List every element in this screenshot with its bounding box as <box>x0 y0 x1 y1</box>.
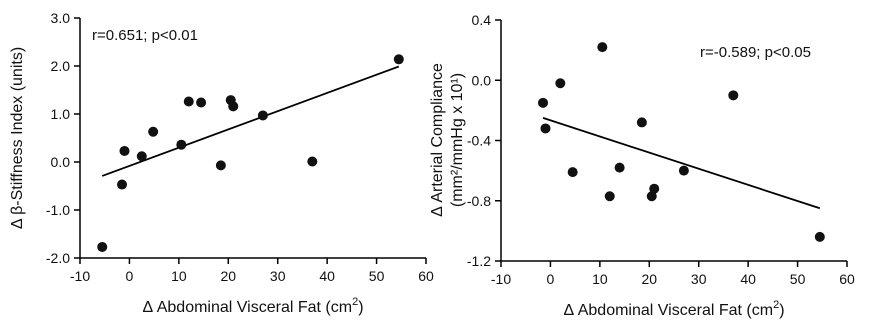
left-y-tick-label: -1.0 <box>46 202 70 218</box>
right-x-tick-label: 40 <box>740 271 756 287</box>
left-y-tick-label: 3.0 <box>51 10 71 26</box>
left-data-point <box>393 54 404 65</box>
right-y-axis-title-line2: (mm²/mmHg x 10¹) <box>449 73 466 207</box>
right-data-point <box>538 97 549 108</box>
left-chart: -2.0 -1.0 0.0 1.0 2.0 3.0 -10 0 10 20 30 40 50 60 r=… <box>9 10 434 316</box>
left-data-point <box>307 156 318 167</box>
right-data-point <box>814 231 825 242</box>
left-y-ticks: -2.0 -1.0 0.0 1.0 2.0 3.0 <box>46 10 80 266</box>
left-data-point <box>148 126 159 137</box>
left-data-point <box>119 145 130 156</box>
left-data-point <box>228 101 239 112</box>
right-y-tick-label: -0.8 <box>467 193 491 209</box>
left-y-tick-label: 2.0 <box>51 58 71 74</box>
left-data-point <box>215 160 226 171</box>
left-x-tick-label: 30 <box>270 268 286 284</box>
left-x-tick-label: 50 <box>369 268 385 284</box>
left-x-tick-label: 0 <box>126 268 134 284</box>
right-x-tick-label: 60 <box>839 271 855 287</box>
left-y-axis-title: Δ β-Stiffness Index (units) <box>9 47 26 229</box>
right-x-tick-label: 0 <box>547 271 555 287</box>
right-data-point <box>649 183 660 194</box>
right-data-points <box>538 42 825 242</box>
left-regression-line <box>101 65 400 177</box>
left-x-tick-label: 10 <box>171 268 187 284</box>
right-y-tick-label: 0.0 <box>472 72 492 88</box>
left-data-point <box>257 110 268 121</box>
left-data-point <box>183 96 194 107</box>
right-chart: -1.2 -0.8 -0.4 0.0 0.4 -10 0 10 20 30 40 50 60 r=-0… <box>429 12 855 319</box>
left-x-tick-label: -10 <box>70 268 90 284</box>
right-data-point <box>567 167 578 178</box>
left-data-point <box>176 139 187 150</box>
right-x-axis-title: Δ Abdominal Visceral Fat (cm2) <box>563 299 784 319</box>
right-data-point <box>604 191 615 202</box>
right-x-tick-label: 30 <box>691 271 707 287</box>
right-data-point <box>555 78 566 89</box>
right-x-ticks: -10 0 10 20 30 40 50 60 <box>491 261 855 287</box>
right-y-tick-label: -0.4 <box>467 133 491 149</box>
left-data-point <box>117 179 128 190</box>
right-data-point <box>728 90 739 101</box>
left-y-tick-label: -2.0 <box>46 250 70 266</box>
right-data-point <box>636 117 647 128</box>
right-y-axis-title-line1: Δ Arterial Compliance <box>429 63 446 217</box>
right-y-tick-label: -1.2 <box>467 253 491 269</box>
right-data-point <box>540 123 551 134</box>
right-regression-line <box>542 117 821 210</box>
right-y-tick-label: 0.4 <box>472 12 492 28</box>
left-x-axis-title: Δ Abdominal Visceral Fat (cm2) <box>142 296 363 316</box>
right-data-point <box>597 42 608 53</box>
left-data-points <box>97 54 404 252</box>
right-y-ticks: -1.2 -0.8 -0.4 0.0 0.4 <box>467 12 501 269</box>
right-data-point <box>614 162 625 173</box>
left-x-ticks: -10 0 10 20 30 40 50 60 <box>70 258 434 284</box>
left-data-point <box>97 241 108 252</box>
right-x-tick-label: 20 <box>641 271 657 287</box>
left-y-tick-label: 1.0 <box>51 106 71 122</box>
right-data-point <box>678 165 689 176</box>
right-data-point <box>646 191 657 202</box>
left-x-tick-label: 40 <box>319 268 335 284</box>
left-x-tick-label: 60 <box>418 268 434 284</box>
right-x-tick-label: -10 <box>491 271 511 287</box>
right-correlation-annotation: r=-0.589; p<0.05 <box>700 44 811 61</box>
right-x-tick-label: 10 <box>592 271 608 287</box>
left-data-point <box>136 151 147 162</box>
left-x-tick-label: 20 <box>220 268 236 284</box>
right-x-tick-label: 50 <box>790 271 806 287</box>
left-y-tick-label: 0.0 <box>51 154 71 170</box>
left-correlation-annotation: r=0.651; p<0.01 <box>92 27 198 44</box>
left-data-point <box>196 97 207 108</box>
